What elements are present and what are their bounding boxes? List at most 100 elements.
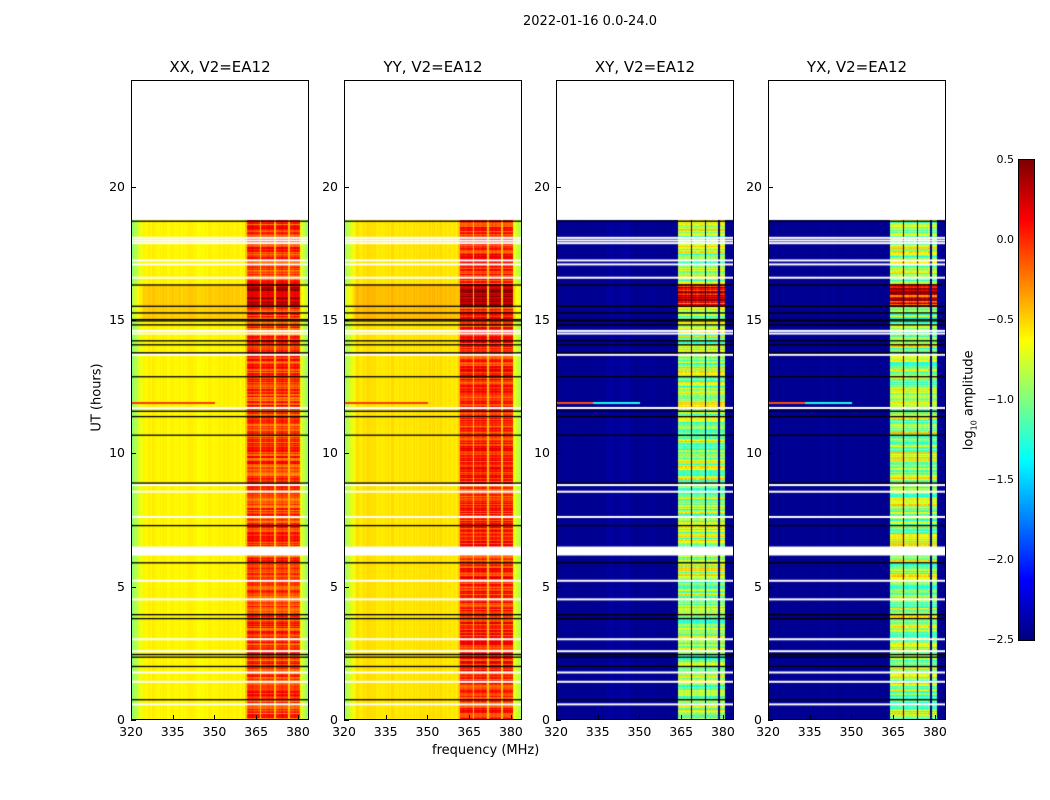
heatmap-panel-yx <box>768 80 946 720</box>
x-tick-mark <box>297 715 299 720</box>
colorbar-tick-label: −1.5 <box>987 473 1014 486</box>
x-tick-label: 380 <box>498 724 523 739</box>
x-tick-mark <box>768 715 769 720</box>
x-tick-label: 380 <box>922 724 947 739</box>
y-tick-label: 10 <box>109 445 125 461</box>
y-tick-mark <box>131 320 136 321</box>
y-tick-mark <box>556 453 561 455</box>
x-tick-mark <box>893 715 895 720</box>
y-tick-label: 15 <box>534 312 550 327</box>
x-tick-mark <box>385 715 387 720</box>
y-tick-label: 5 <box>330 578 338 594</box>
y-tick-mark <box>768 453 773 455</box>
heatmap-cells <box>769 81 945 719</box>
y-tick-mark <box>344 720 349 721</box>
y-tick-mark <box>556 186 561 188</box>
x-tick-label: 365 <box>244 724 269 739</box>
heatmap-panel-xy <box>556 80 734 720</box>
x-tick-mark <box>722 715 724 720</box>
x-tick-mark <box>469 715 471 720</box>
y-tick-label: 0 <box>330 712 338 727</box>
x-tick-label: 350 <box>627 724 652 739</box>
x-tick-mark <box>172 715 174 720</box>
y-tick-mark <box>131 720 136 721</box>
x-tick-mark <box>427 715 429 720</box>
heatmap-cells <box>132 81 308 719</box>
x-tick-label: 380 <box>710 724 735 739</box>
x-tick-label: 350 <box>415 724 440 739</box>
colorbar-tick-label: −2.0 <box>987 553 1014 566</box>
x-tick-label: 335 <box>373 724 398 739</box>
panel-title: XY, V2=EA12 <box>594 58 696 76</box>
x-tick-mark <box>556 715 557 720</box>
y-tick-label: 20 <box>746 178 762 194</box>
y-tick-label: 5 <box>117 578 125 594</box>
x-tick-label: 335 <box>797 724 822 739</box>
x-tick-mark <box>256 715 258 720</box>
x-tick-label: 335 <box>585 724 610 739</box>
y-tick-mark <box>344 453 349 455</box>
x-tick-label: 320 <box>119 724 143 739</box>
y-tick-mark <box>768 320 773 321</box>
figure-title: 2022-01-16 0.0-24.0 <box>523 14 657 29</box>
colorbar-gradient <box>1019 160 1034 640</box>
x-tick-label: 320 <box>544 724 568 739</box>
y-tick-label: 5 <box>542 578 550 594</box>
colorbar <box>1018 159 1035 641</box>
colorbar-tick-label: 0.5 <box>996 153 1015 166</box>
colorbar-label: log10 amplitude <box>962 350 979 450</box>
y-tick-mark <box>768 720 773 721</box>
x-tick-mark <box>681 715 683 720</box>
x-tick-mark <box>934 715 936 720</box>
x-tick-label: 365 <box>881 724 906 739</box>
x-tick-label: 380 <box>285 724 310 739</box>
y-tick-label: 20 <box>109 178 125 194</box>
y-tick-label: 10 <box>746 445 762 461</box>
colorbar-tick-label: −2.5 <box>987 633 1014 646</box>
x-tick-mark <box>344 715 345 720</box>
y-tick-label: 10 <box>534 445 550 461</box>
x-axis-label: frequency (MHz) <box>432 743 540 758</box>
x-tick-label: 350 <box>202 724 227 739</box>
y-tick-mark <box>131 586 136 588</box>
y-tick-label: 5 <box>754 578 762 594</box>
x-tick-mark <box>809 715 811 720</box>
y-tick-label: 15 <box>322 312 338 327</box>
colorbar-tick-label: −1.0 <box>987 393 1014 406</box>
y-tick-label: 20 <box>534 178 550 194</box>
y-tick-label: 15 <box>109 312 125 327</box>
y-tick-label: 15 <box>746 312 762 327</box>
heatmap-panel-yy <box>344 80 522 720</box>
x-tick-mark <box>131 715 132 720</box>
x-tick-mark <box>851 715 853 720</box>
y-tick-label: 0 <box>754 712 762 727</box>
heatmap-panel-xx <box>131 80 309 720</box>
colorbar-label-main: log <box>961 430 977 451</box>
y-tick-label: 0 <box>542 712 550 727</box>
x-tick-mark <box>597 715 599 720</box>
panel-title: YX, V2=EA12 <box>806 58 908 76</box>
y-tick-mark <box>131 453 136 455</box>
y-tick-mark <box>131 186 136 188</box>
colorbar-label-sub: 10 <box>969 420 979 431</box>
x-tick-mark <box>214 715 216 720</box>
y-tick-mark <box>768 186 773 188</box>
y-tick-label: 0 <box>117 712 125 727</box>
colorbar-tick-label: 0.0 <box>996 233 1015 246</box>
x-tick-label: 320 <box>332 724 356 739</box>
y-tick-mark <box>556 720 561 721</box>
y-tick-mark <box>556 320 561 321</box>
y-tick-label: 10 <box>322 445 338 461</box>
x-tick-label: 350 <box>839 724 864 739</box>
panel-title: YY, V2=EA12 <box>383 58 483 76</box>
x-tick-mark <box>639 715 641 720</box>
y-axis-label: UT (hours) <box>89 363 105 432</box>
y-tick-mark <box>344 586 349 588</box>
y-tick-mark <box>344 320 349 321</box>
x-tick-label: 320 <box>756 724 780 739</box>
colorbar-tick-label: −0.5 <box>987 313 1014 326</box>
colorbar-label-rest: amplitude <box>961 350 977 421</box>
y-tick-mark <box>556 586 561 588</box>
x-tick-label: 335 <box>160 724 185 739</box>
